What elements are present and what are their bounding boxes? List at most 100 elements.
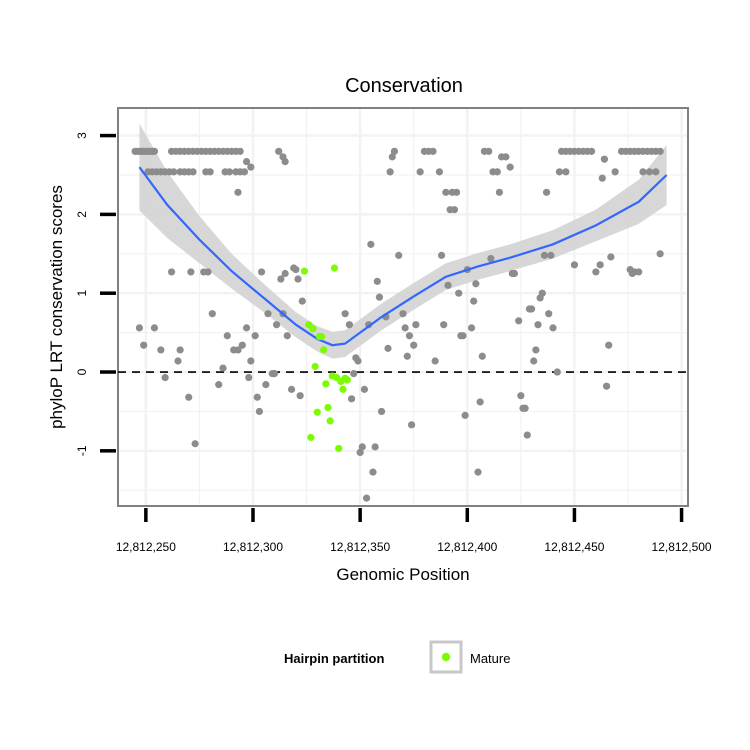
point-other [296, 392, 304, 400]
point-other [219, 364, 227, 372]
point-other [470, 297, 478, 305]
point-other [440, 321, 448, 329]
point-other [238, 341, 246, 349]
point-other [639, 168, 647, 176]
point-other [487, 254, 495, 263]
point-other [386, 168, 394, 176]
legend-title: Hairpin partition [284, 651, 384, 666]
point-mature [324, 403, 332, 412]
point-other [257, 268, 266, 276]
y-tick-label: -1 [75, 445, 89, 456]
point-other [287, 385, 296, 393]
point-other [283, 332, 291, 340]
point-other [170, 168, 178, 176]
point-other [223, 332, 231, 340]
point-other [532, 346, 540, 354]
point-other [191, 440, 199, 448]
point-other [587, 147, 596, 155]
point-other [562, 168, 570, 176]
point-other [350, 369, 358, 378]
x-tick-label: 12,812,350 [330, 540, 390, 554]
point-other [530, 357, 538, 365]
point-other [534, 321, 542, 329]
point-mature [322, 380, 330, 388]
point-other [517, 392, 525, 400]
point-other [607, 253, 615, 261]
point-other [354, 357, 362, 365]
point-other [510, 269, 519, 278]
point-other [388, 153, 396, 161]
point-other [547, 251, 555, 259]
y-axis: -1 0 1 2 3 [75, 132, 116, 456]
point-other [429, 147, 437, 155]
point-other [506, 163, 514, 171]
point-mature [339, 385, 347, 393]
point-other [444, 281, 452, 289]
point-mature [311, 362, 319, 371]
point-other [358, 443, 366, 451]
point-other [281, 269, 289, 278]
point-other [242, 157, 251, 166]
x-axis-title: Genomic Position [336, 565, 469, 584]
y-tick-label: 3 [75, 132, 89, 139]
point-other [167, 268, 176, 276]
point-other [399, 310, 407, 318]
smooth-line-layer [138, 166, 668, 347]
point-other [598, 174, 606, 182]
point-other [371, 443, 379, 451]
legend: Hairpin partition Mature [284, 640, 510, 674]
point-other [403, 352, 411, 360]
point-other [187, 268, 195, 276]
point-other [476, 398, 484, 406]
x-tick-label: 12,812,250 [116, 540, 176, 554]
point-other [485, 147, 493, 155]
point-other [356, 448, 364, 457]
point-other [652, 168, 660, 176]
point-other [189, 168, 197, 176]
x-tick-label: 12,812,300 [223, 540, 283, 554]
point-other [298, 297, 306, 305]
point-other [600, 155, 609, 163]
point-other [521, 404, 529, 412]
point-other [553, 368, 561, 376]
x-axis: 12,812,250 12,812,300 12,812,350 12,812,400… [116, 508, 712, 554]
point-other [176, 346, 184, 354]
point-other [416, 168, 424, 176]
point-other [157, 346, 165, 354]
confidence-band-layer [139, 123, 667, 359]
point-other [140, 341, 148, 349]
point-other [236, 147, 244, 155]
point-other [135, 324, 144, 332]
points-mature [300, 264, 351, 453]
point-other [549, 324, 557, 332]
x-tick-label: 12,812,400 [437, 540, 497, 554]
point-other [596, 261, 604, 269]
point-other [215, 381, 223, 389]
point-other [452, 188, 461, 196]
legend-key-mature [441, 652, 451, 662]
point-mature [330, 264, 339, 272]
point-other [611, 168, 619, 176]
point-mature [320, 346, 328, 354]
point-other [262, 381, 270, 389]
point-other [292, 265, 300, 274]
point-other [495, 188, 504, 196]
point-other [555, 168, 564, 176]
point-other [412, 321, 420, 329]
point-mature [343, 376, 351, 384]
point-other [527, 305, 536, 313]
point-mature [326, 417, 334, 425]
point-other [502, 153, 510, 161]
y-axis-title: phyloP LRT conservation scores [47, 185, 66, 429]
point-other [645, 168, 654, 176]
point-other [375, 293, 384, 301]
point-other [390, 147, 399, 155]
point-other [242, 324, 251, 332]
grid-lines [119, 109, 687, 505]
point-other [341, 310, 349, 318]
y-tick-label: 2 [75, 211, 89, 218]
confidence-band [139, 123, 667, 359]
y-tick-label: 1 [75, 290, 89, 297]
point-other [174, 357, 182, 365]
legend-label-mature: Mature [470, 651, 510, 666]
